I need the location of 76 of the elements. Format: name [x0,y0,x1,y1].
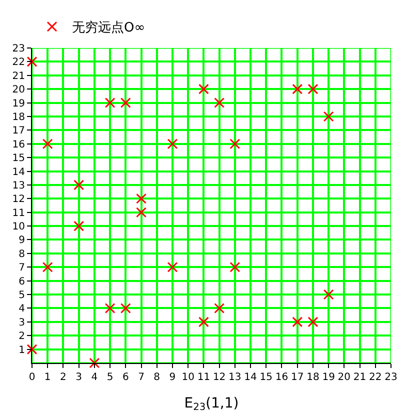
y-tick-label: 21 [12,70,25,82]
point [42,262,53,272]
point [89,358,100,368]
y-tick-label: 2 [18,331,25,342]
y-tick-label: 6 [18,276,25,288]
point [292,84,303,94]
legend-label: 无穷远点O∞ [72,20,146,36]
x-tick-label: 21 [353,372,366,383]
point [120,302,131,314]
point [292,316,303,328]
x-axis-title: E$_{23}$(1,1) [184,395,239,414]
x-tick-label: 22 [369,372,382,383]
point [136,207,147,218]
y-tick-label: 16 [12,139,25,150]
y-tick-label: 10 [12,222,25,233]
point [74,220,84,232]
point [323,111,334,122]
point [120,98,131,108]
point [42,138,53,150]
y-tick-label: 5 [18,290,25,302]
y-tick-label: 1 [18,344,25,356]
y-tick-label: 19 [12,98,25,110]
point [214,302,225,314]
x-tick-label: 13 [228,372,242,383]
x-tick-label: 23 [384,372,398,383]
x-tick-label: 15 [260,372,272,383]
x-tick-label: 17 [290,372,304,383]
x-tick-label: 1 [44,372,51,383]
x-tick-label: 2 [60,372,66,383]
x-tick-label: 11 [197,372,210,383]
x-tick-label: 18 [306,372,320,383]
point [308,84,318,94]
x-tick-label: 19 [322,372,335,383]
point [167,262,178,272]
y-tick-label: 4 [18,304,25,315]
y-tick-label: 8 [18,248,25,260]
point [167,138,178,150]
point [214,98,225,108]
x-tick-label: 10 [182,372,194,383]
y-tick-label: 20 [12,84,25,96]
x-tick-label: 16 [275,372,288,383]
point [74,180,84,190]
y-tick-label: 9 [18,235,25,246]
y-tick-label: 7 [18,262,25,274]
point [104,98,116,108]
x-tick-label: 9 [169,372,176,383]
point [308,316,318,328]
x-tick-label: 0 [28,372,36,383]
point [230,262,240,272]
y-tick-label: 12 [12,194,25,206]
point [26,56,38,67]
y-tick-label: 22 [12,57,25,68]
point [26,344,38,355]
point [104,302,116,314]
x-tick-label: 4 [91,372,98,383]
x-tick-label: 12 [212,372,226,383]
y-tick-label: 17 [12,126,25,137]
x-tick-label: 20 [338,372,351,383]
x-tick-label: 6 [122,372,129,383]
point [198,316,209,328]
point [136,193,147,204]
y-tick-label: 14 [12,166,25,178]
y-tick-label: 3 [18,317,25,328]
y-tick-label: 18 [12,112,25,123]
y-tick-label: 11 [12,208,25,219]
y-tick-label: 23 [12,44,25,54]
point [230,138,240,150]
x-tick-label: 8 [154,372,160,383]
x-tick-label: 14 [244,372,257,383]
point [323,289,334,300]
y-tick-label: 15 [12,153,25,164]
point [198,84,209,94]
x-tick-label: 7 [138,372,144,383]
y-tick-label: 13 [12,180,25,192]
x-tick-label: 5 [106,372,114,383]
x-tick-label: 3 [76,372,82,383]
